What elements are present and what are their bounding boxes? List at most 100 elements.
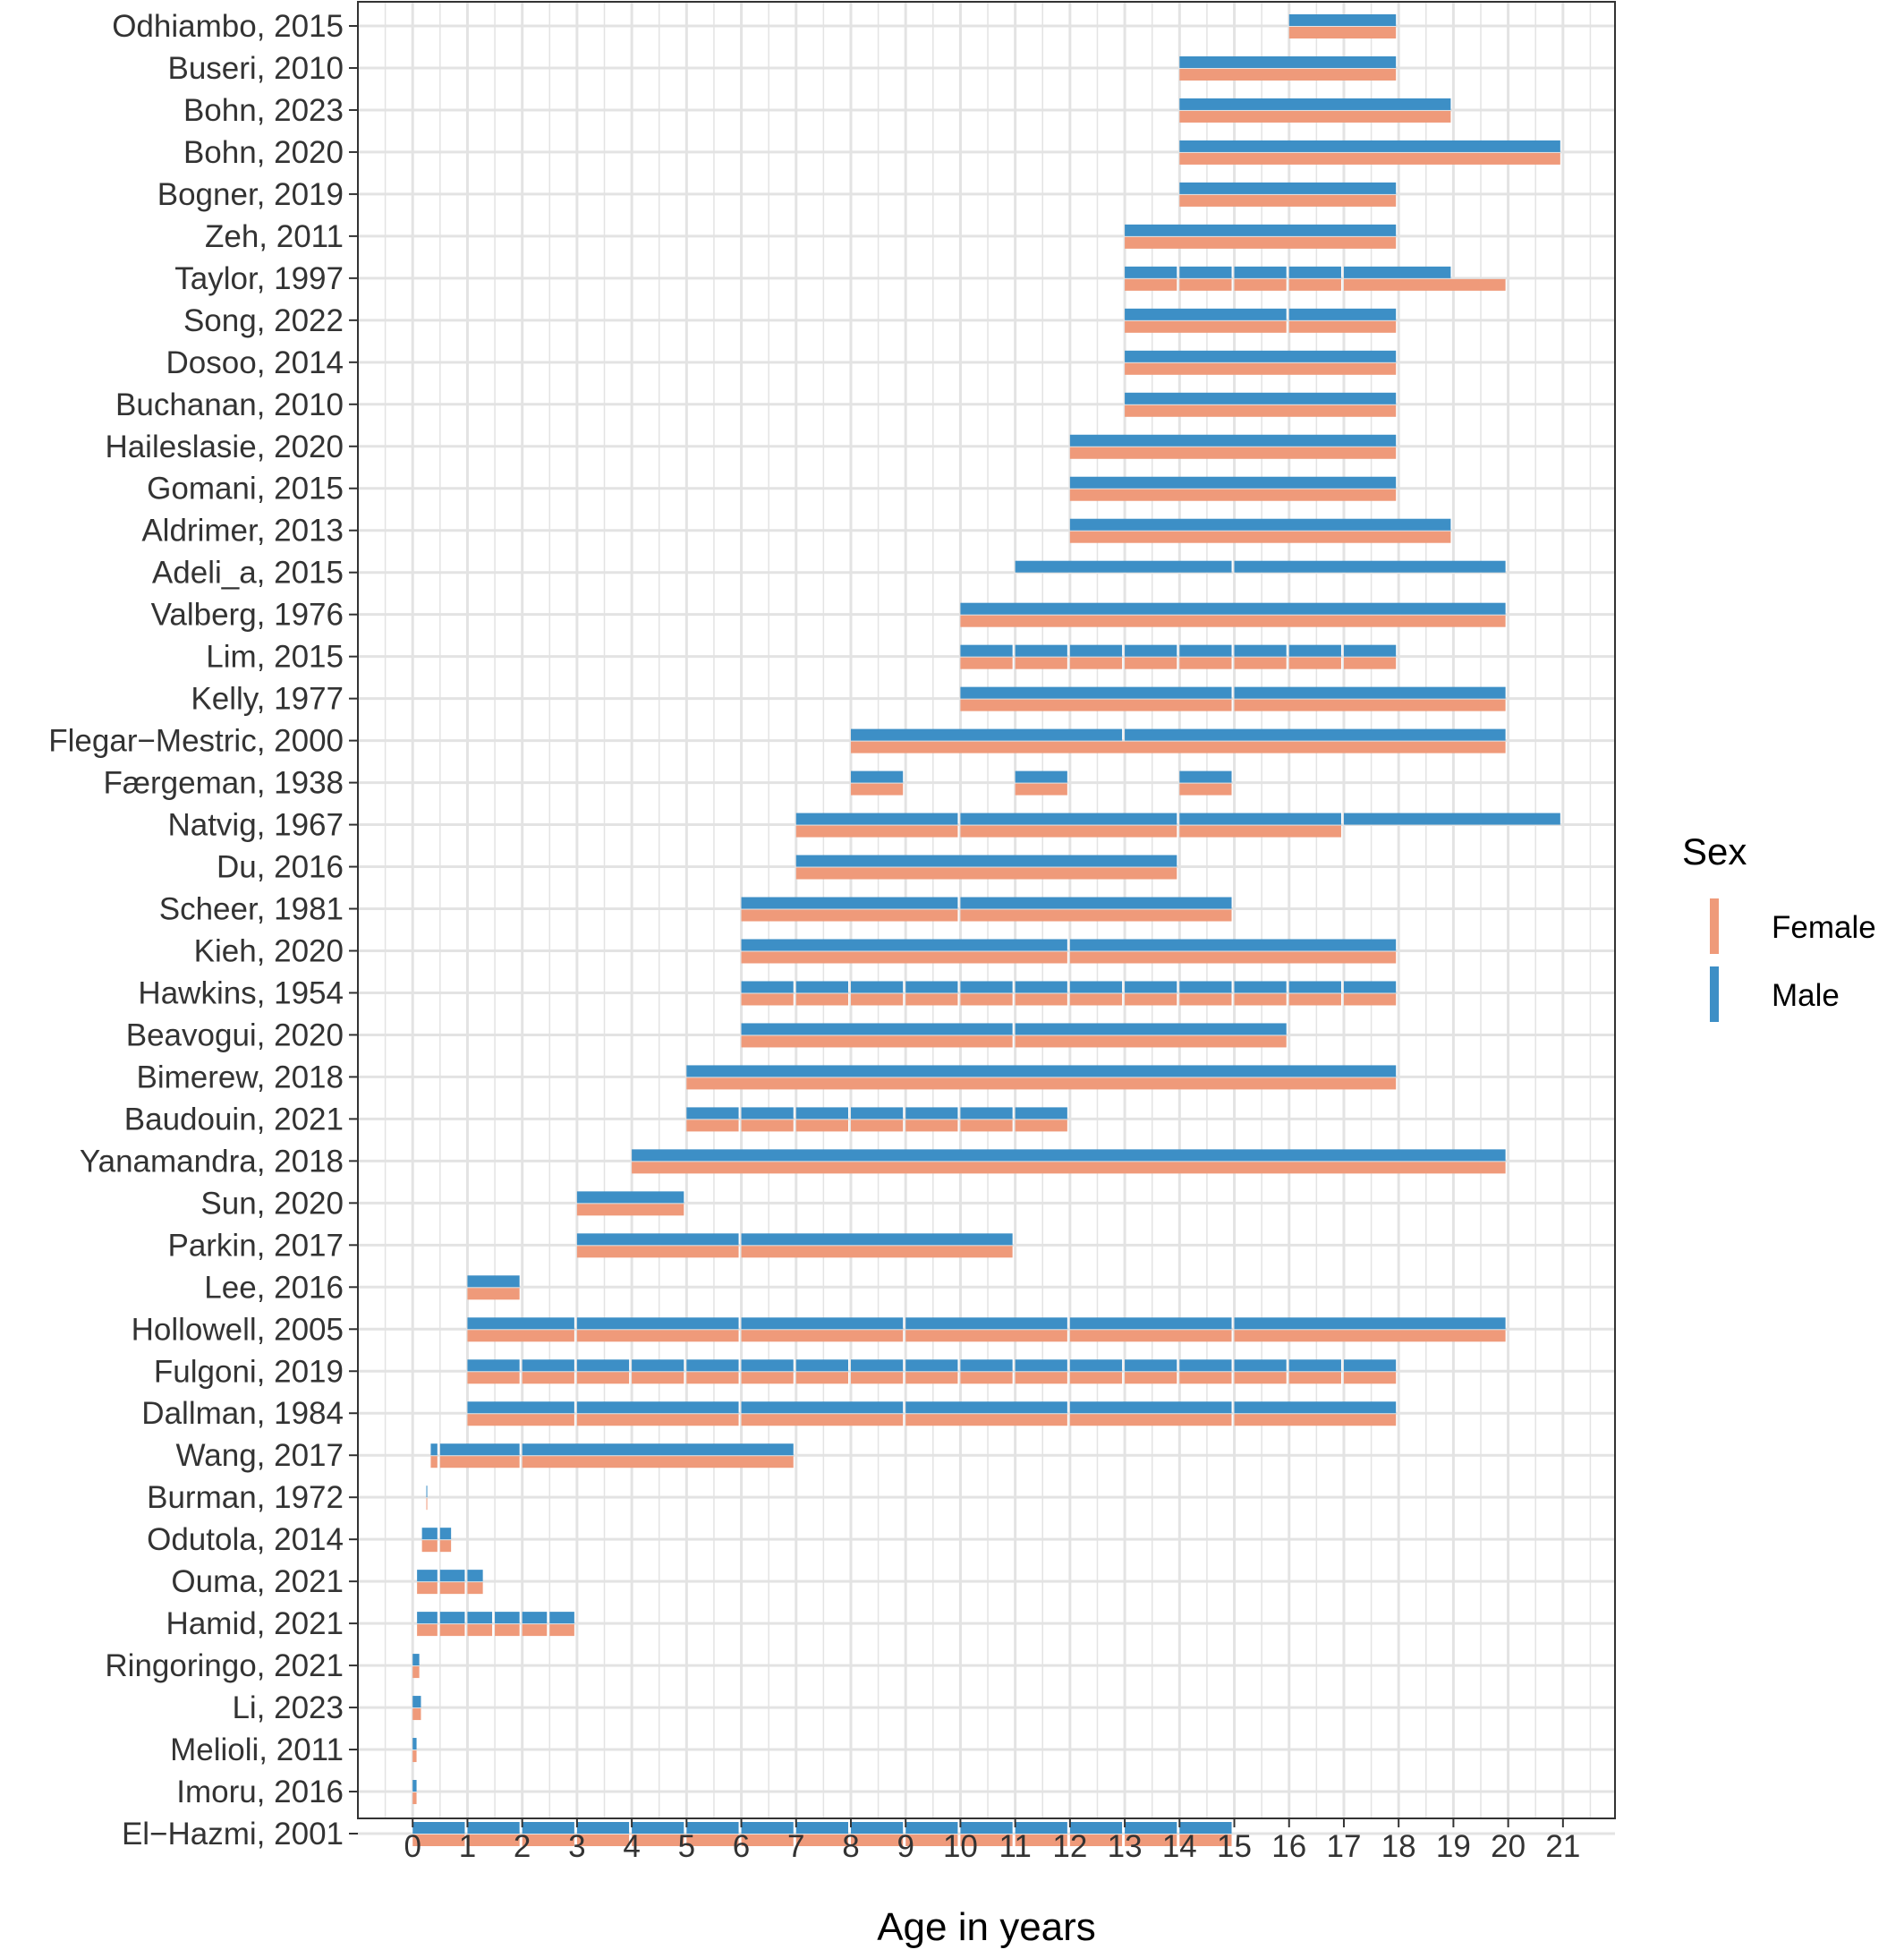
female-range-bar	[1125, 278, 1177, 291]
male-range-bar	[1179, 266, 1232, 278]
male-range-bar	[960, 1107, 1013, 1119]
male-range-bar	[741, 1317, 904, 1330]
y-tick-label: Lee, 2016	[204, 1270, 344, 1305]
female-range-bar	[467, 1582, 483, 1595]
male-range-bar	[467, 1612, 493, 1624]
female-range-bar	[632, 1835, 684, 1846]
female-range-bar	[1015, 783, 1067, 796]
male-range-bar	[1125, 350, 1397, 362]
female-range-bar	[1234, 278, 1287, 291]
female-range-bar	[1343, 993, 1397, 1006]
male-range-bar	[522, 1359, 574, 1372]
female-range-bar	[576, 1246, 739, 1258]
female-range-bar	[467, 1288, 520, 1300]
x-tick-label: 12	[1052, 1829, 1087, 1864]
x-tick-label: 16	[1271, 1829, 1306, 1864]
female-range-bar	[576, 1835, 630, 1846]
y-tick-label: Melioli, 2011	[170, 1732, 344, 1767]
y-tick-label: Natvig, 1967	[167, 808, 344, 843]
female-range-bar	[960, 1835, 1013, 1846]
y-tick-label: Zeh, 2011	[205, 219, 344, 254]
male-range-bar	[1125, 728, 1506, 741]
male-range-bar	[467, 1570, 483, 1582]
legend-title: Sex	[1682, 830, 1747, 873]
y-tick-label: Ouma, 2021	[171, 1564, 344, 1599]
male-range-bar	[960, 602, 1506, 615]
y-tick-label: Kelly, 1977	[191, 682, 344, 717]
y-tick-label: Kieh, 2020	[194, 933, 344, 968]
male-range-bar	[1179, 140, 1560, 152]
male-range-bar	[1125, 266, 1177, 278]
female-range-bar	[632, 1162, 1506, 1174]
female-range-bar	[905, 1835, 958, 1846]
male-range-bar	[1179, 1359, 1232, 1372]
female-range-bar	[632, 1372, 684, 1384]
y-tick-label: Imoru, 2016	[176, 1775, 344, 1809]
female-range-bar	[467, 1330, 574, 1342]
y-tick-label: Burman, 1972	[147, 1480, 344, 1515]
y-tick-label: Sun, 2020	[200, 1186, 344, 1221]
male-range-bar	[1179, 644, 1232, 657]
male-range-bar	[1234, 686, 1506, 699]
male-range-bar	[795, 1359, 848, 1372]
female-range-bar	[1015, 1119, 1067, 1132]
female-range-bar	[1125, 236, 1397, 249]
female-range-bar	[850, 1119, 904, 1132]
female-range-bar	[1343, 278, 1506, 291]
legend-female-label: Female	[1772, 910, 1876, 945]
female-range-bar	[1179, 152, 1560, 165]
male-range-bar	[1288, 981, 1341, 993]
male-range-bar	[412, 1780, 417, 1792]
female-range-bar	[1288, 278, 1341, 291]
male-range-bar	[905, 1107, 958, 1119]
male-range-bar	[1069, 644, 1123, 657]
x-tick-label: 2	[514, 1829, 531, 1864]
x-tick-label: 3	[568, 1829, 585, 1864]
female-range-bar	[1234, 657, 1287, 669]
x-tick-label: 0	[404, 1829, 421, 1864]
female-range-bar	[741, 993, 794, 1006]
female-range-bar	[795, 1372, 848, 1384]
male-range-bar	[1179, 813, 1341, 825]
female-range-bar	[1179, 783, 1232, 796]
male-range-bar	[522, 1822, 574, 1834]
panel-border	[357, 1, 1616, 1819]
x-tick-label: 19	[1436, 1829, 1471, 1864]
male-range-bar	[412, 1654, 420, 1666]
male-range-bar	[1179, 182, 1397, 194]
male-range-bar	[417, 1570, 438, 1582]
male-range-bar	[686, 1065, 1397, 1077]
male-range-bar	[1179, 770, 1232, 783]
x-tick-label: 17	[1326, 1829, 1361, 1864]
male-range-bar	[1343, 1359, 1397, 1372]
male-range-bar	[576, 1317, 739, 1330]
male-range-bar	[1069, 434, 1397, 447]
female-range-bar	[741, 1414, 904, 1426]
male-range-bar	[467, 1275, 520, 1288]
x-tick-label: 20	[1491, 1829, 1526, 1864]
x-tick-label: 6	[733, 1829, 750, 1864]
male-range-bar	[1015, 644, 1067, 657]
male-range-bar	[960, 644, 1013, 657]
male-range-bar	[741, 939, 1067, 951]
male-range-bar	[1179, 1822, 1232, 1834]
male-range-bar	[632, 1822, 684, 1834]
female-range-bar	[741, 951, 1067, 964]
male-range-bar	[686, 1822, 739, 1834]
female-range-bar	[495, 1624, 520, 1637]
x-tick-label: 14	[1162, 1829, 1197, 1864]
x-tick-label: 15	[1217, 1829, 1252, 1864]
female-range-bar	[1069, 1330, 1232, 1342]
male-range-bar	[1069, 476, 1397, 489]
x-tick-label: 8	[842, 1829, 859, 1864]
male-range-bar	[1069, 1401, 1232, 1414]
male-range-bar	[467, 1401, 574, 1414]
male-range-bar	[412, 1696, 421, 1708]
female-range-bar	[426, 1498, 428, 1511]
female-range-bar	[741, 1246, 1013, 1258]
male-range-bar	[960, 813, 1177, 825]
male-range-bar	[439, 1612, 465, 1624]
female-range-bar	[960, 825, 1177, 838]
female-range-bar	[1069, 951, 1397, 964]
x-tick-label: 9	[897, 1829, 914, 1864]
